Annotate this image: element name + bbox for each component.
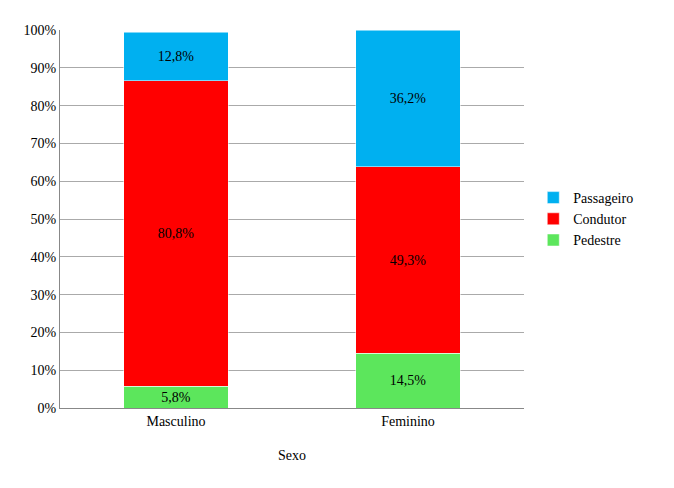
svg-text:36,2%: 36,2% (390, 91, 427, 106)
svg-text:30%: 30% (31, 288, 57, 303)
svg-text:Sexo: Sexo (278, 448, 306, 463)
svg-text:100%: 100% (24, 23, 57, 38)
svg-text:0%: 0% (38, 401, 57, 416)
svg-text:5,8%: 5,8% (161, 390, 191, 405)
svg-text:14,5%: 14,5% (390, 373, 427, 388)
svg-text:90%: 90% (31, 61, 57, 76)
svg-text:50%: 50% (31, 212, 57, 227)
svg-text:Feminino: Feminino (381, 414, 435, 429)
svg-text:60%: 60% (31, 174, 57, 189)
svg-text:Masculino: Masculino (146, 414, 205, 429)
svg-text:70%: 70% (31, 136, 57, 151)
svg-text:10%: 10% (31, 363, 57, 378)
svg-text:Condutor: Condutor (573, 212, 626, 227)
svg-text:80,8%: 80,8% (158, 226, 195, 241)
svg-text:12,8%: 12,8% (158, 49, 195, 64)
svg-text:Passageiro: Passageiro (573, 191, 633, 206)
svg-text:49,3%: 49,3% (390, 253, 427, 268)
svg-text:Pedestre: Pedestre (573, 233, 620, 248)
svg-text:20%: 20% (31, 325, 57, 340)
svg-text:40%: 40% (31, 250, 57, 265)
svg-text:80%: 80% (31, 99, 57, 114)
